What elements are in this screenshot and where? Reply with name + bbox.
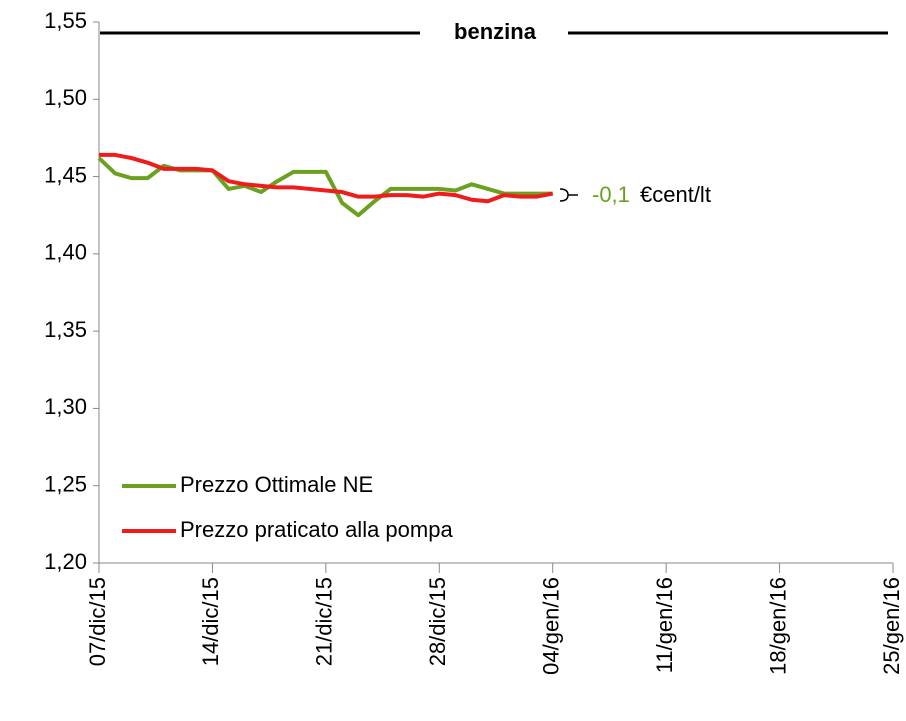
y-tick-label: 1,25 <box>44 472 87 497</box>
annotation-value: -0,1 <box>592 182 630 207</box>
y-tick-label: 1,50 <box>44 85 87 110</box>
legend-label: Prezzo praticato alla pompa <box>180 517 453 542</box>
x-tick-label: 28/dic/15 <box>425 577 450 666</box>
y-tick-label: 1,45 <box>44 162 87 187</box>
x-tick-label: 25/gen/16 <box>879 577 904 675</box>
series-line <box>97 156 553 218</box>
x-tick-label: 07/dic/15 <box>85 577 110 666</box>
x-tick-label: 04/gen/16 <box>539 577 564 675</box>
x-tick-label: 11/gen/16 <box>652 577 677 673</box>
annotation-marker <box>559 188 578 202</box>
y-tick-label: 1,20 <box>44 549 87 574</box>
y-tick-label: 1,30 <box>44 394 87 419</box>
x-tick-label: 21/dic/15 <box>312 577 337 666</box>
annotation-unit: €cent/lt <box>640 182 711 207</box>
legend-label: Prezzo Ottimale NE <box>180 472 373 497</box>
x-tick-label: 14/dic/15 <box>198 577 223 666</box>
series-line <box>99 152 554 204</box>
x-tick-label: 18/gen/16 <box>765 577 790 675</box>
y-tick-label: 1,40 <box>44 240 87 265</box>
y-tick-label: 1,55 <box>44 8 87 33</box>
y-tick-label: 1,35 <box>44 317 87 342</box>
chart-title: benzina <box>454 19 537 44</box>
